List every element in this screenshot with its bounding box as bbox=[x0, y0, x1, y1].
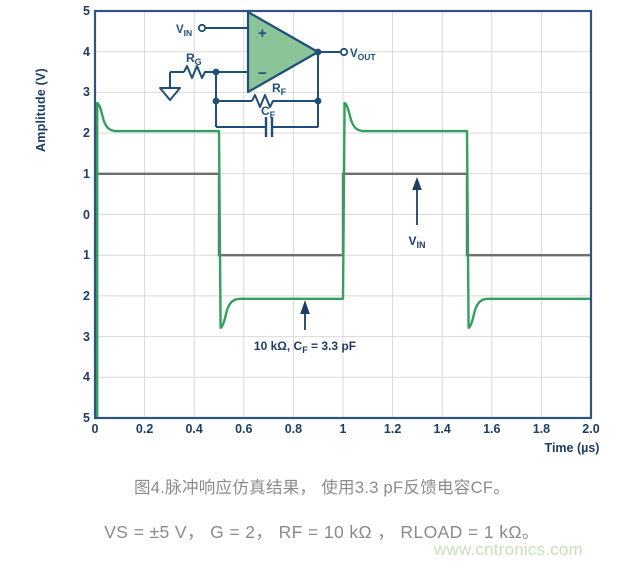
opamp-minus-sign: − bbox=[258, 65, 267, 82]
y-tick: 5 bbox=[83, 411, 90, 425]
x-tick: 2.0 bbox=[582, 422, 600, 436]
x-axis-label: Time (µs) bbox=[544, 441, 600, 455]
x-axis-ticks: 0 0.2 0.4 0.6 0.8 1 1.2 1.4 1.6 1.8 2.0 bbox=[0, 423, 644, 443]
rg-resistor-icon bbox=[183, 65, 216, 79]
vin-arrow-head-icon bbox=[412, 177, 422, 190]
x-axis-label-wrap: Time (µs) bbox=[0, 441, 644, 455]
series-vout-trace bbox=[96, 101, 593, 420]
circuit-vout-label: VOUT bbox=[350, 48, 376, 62]
x-tick: 1.2 bbox=[383, 422, 402, 436]
y-tick: 1 bbox=[83, 248, 90, 263]
y-tick: 4 bbox=[83, 44, 90, 59]
x-tick: 1.6 bbox=[483, 422, 501, 436]
x-tick: 0.2 bbox=[135, 422, 154, 436]
vin-annotation: VIN bbox=[408, 177, 426, 250]
circuit-rf-label: RF bbox=[272, 81, 287, 97]
y-tick: 2 bbox=[83, 126, 90, 141]
figure-caption: 图4.脉冲响应仿真结果， 使用3.3 pF反馈电容CF。 VS = ±5 V， … bbox=[0, 462, 644, 569]
chart-figure: Amplitude (V) 5 4 3 2 1 0 1 2 3 4 5 0 0.… bbox=[0, 0, 644, 460]
rf-output-dot bbox=[314, 97, 322, 105]
x-tick: 0 bbox=[91, 422, 99, 436]
cf-annotation: 10 kΩ, CF = 3.3 pF bbox=[254, 300, 356, 355]
vin-annotation-label: VIN bbox=[408, 234, 425, 250]
opamp-plus-sign: + bbox=[258, 25, 267, 42]
circuit-vin-label: VIN bbox=[176, 24, 192, 38]
rf-resistor-icon bbox=[251, 94, 318, 108]
y-tick: 1 bbox=[83, 166, 90, 181]
y-tick: 2 bbox=[83, 288, 90, 303]
circuit-cf-label: CF bbox=[261, 104, 276, 120]
x-tick: 1.4 bbox=[433, 422, 451, 436]
cf-annotation-label: 10 kΩ, CF = 3.3 pF bbox=[254, 339, 356, 355]
circuit-rg-label: RG bbox=[186, 51, 202, 67]
y-tick: 5 bbox=[83, 4, 90, 18]
y-tick: 3 bbox=[83, 329, 90, 344]
vertical-gridlines bbox=[144, 11, 542, 418]
caption-line-2: VS = ±5 V， G = 2， RF = 10 kΩ ， RLOAD = 1… bbox=[104, 522, 540, 542]
site-watermark: www.cntronics.com bbox=[434, 540, 583, 559]
y-tick: 0 bbox=[83, 207, 90, 222]
y-tick: 4 bbox=[83, 370, 90, 385]
caption-line-1: 图4.脉冲响应仿真结果， 使用3.3 pF反馈电容CF。 bbox=[133, 479, 511, 497]
y-axis-ticks: 5 4 3 2 1 0 1 2 3 4 5 bbox=[66, 0, 90, 460]
vout-terminal-icon bbox=[339, 47, 349, 57]
x-tick: 1 bbox=[339, 422, 347, 436]
x-tick: 0.6 bbox=[235, 422, 253, 436]
vin-terminal-icon bbox=[197, 23, 207, 33]
y-tick: 3 bbox=[83, 85, 90, 100]
ground-icon bbox=[159, 87, 181, 101]
opamp-triangle bbox=[246, 10, 320, 94]
cf-arrow-head-icon bbox=[300, 300, 310, 314]
x-tick: 0.8 bbox=[284, 422, 303, 436]
plot-frame bbox=[93, 9, 593, 420]
plot-canvas: + − VIN VOUT RG RF bbox=[93, 9, 593, 420]
opamp-circuit-diagram: + − VIN VOUT RG RF bbox=[159, 10, 376, 137]
x-tick: 1.8 bbox=[532, 422, 551, 436]
x-tick: 0.4 bbox=[185, 422, 203, 436]
